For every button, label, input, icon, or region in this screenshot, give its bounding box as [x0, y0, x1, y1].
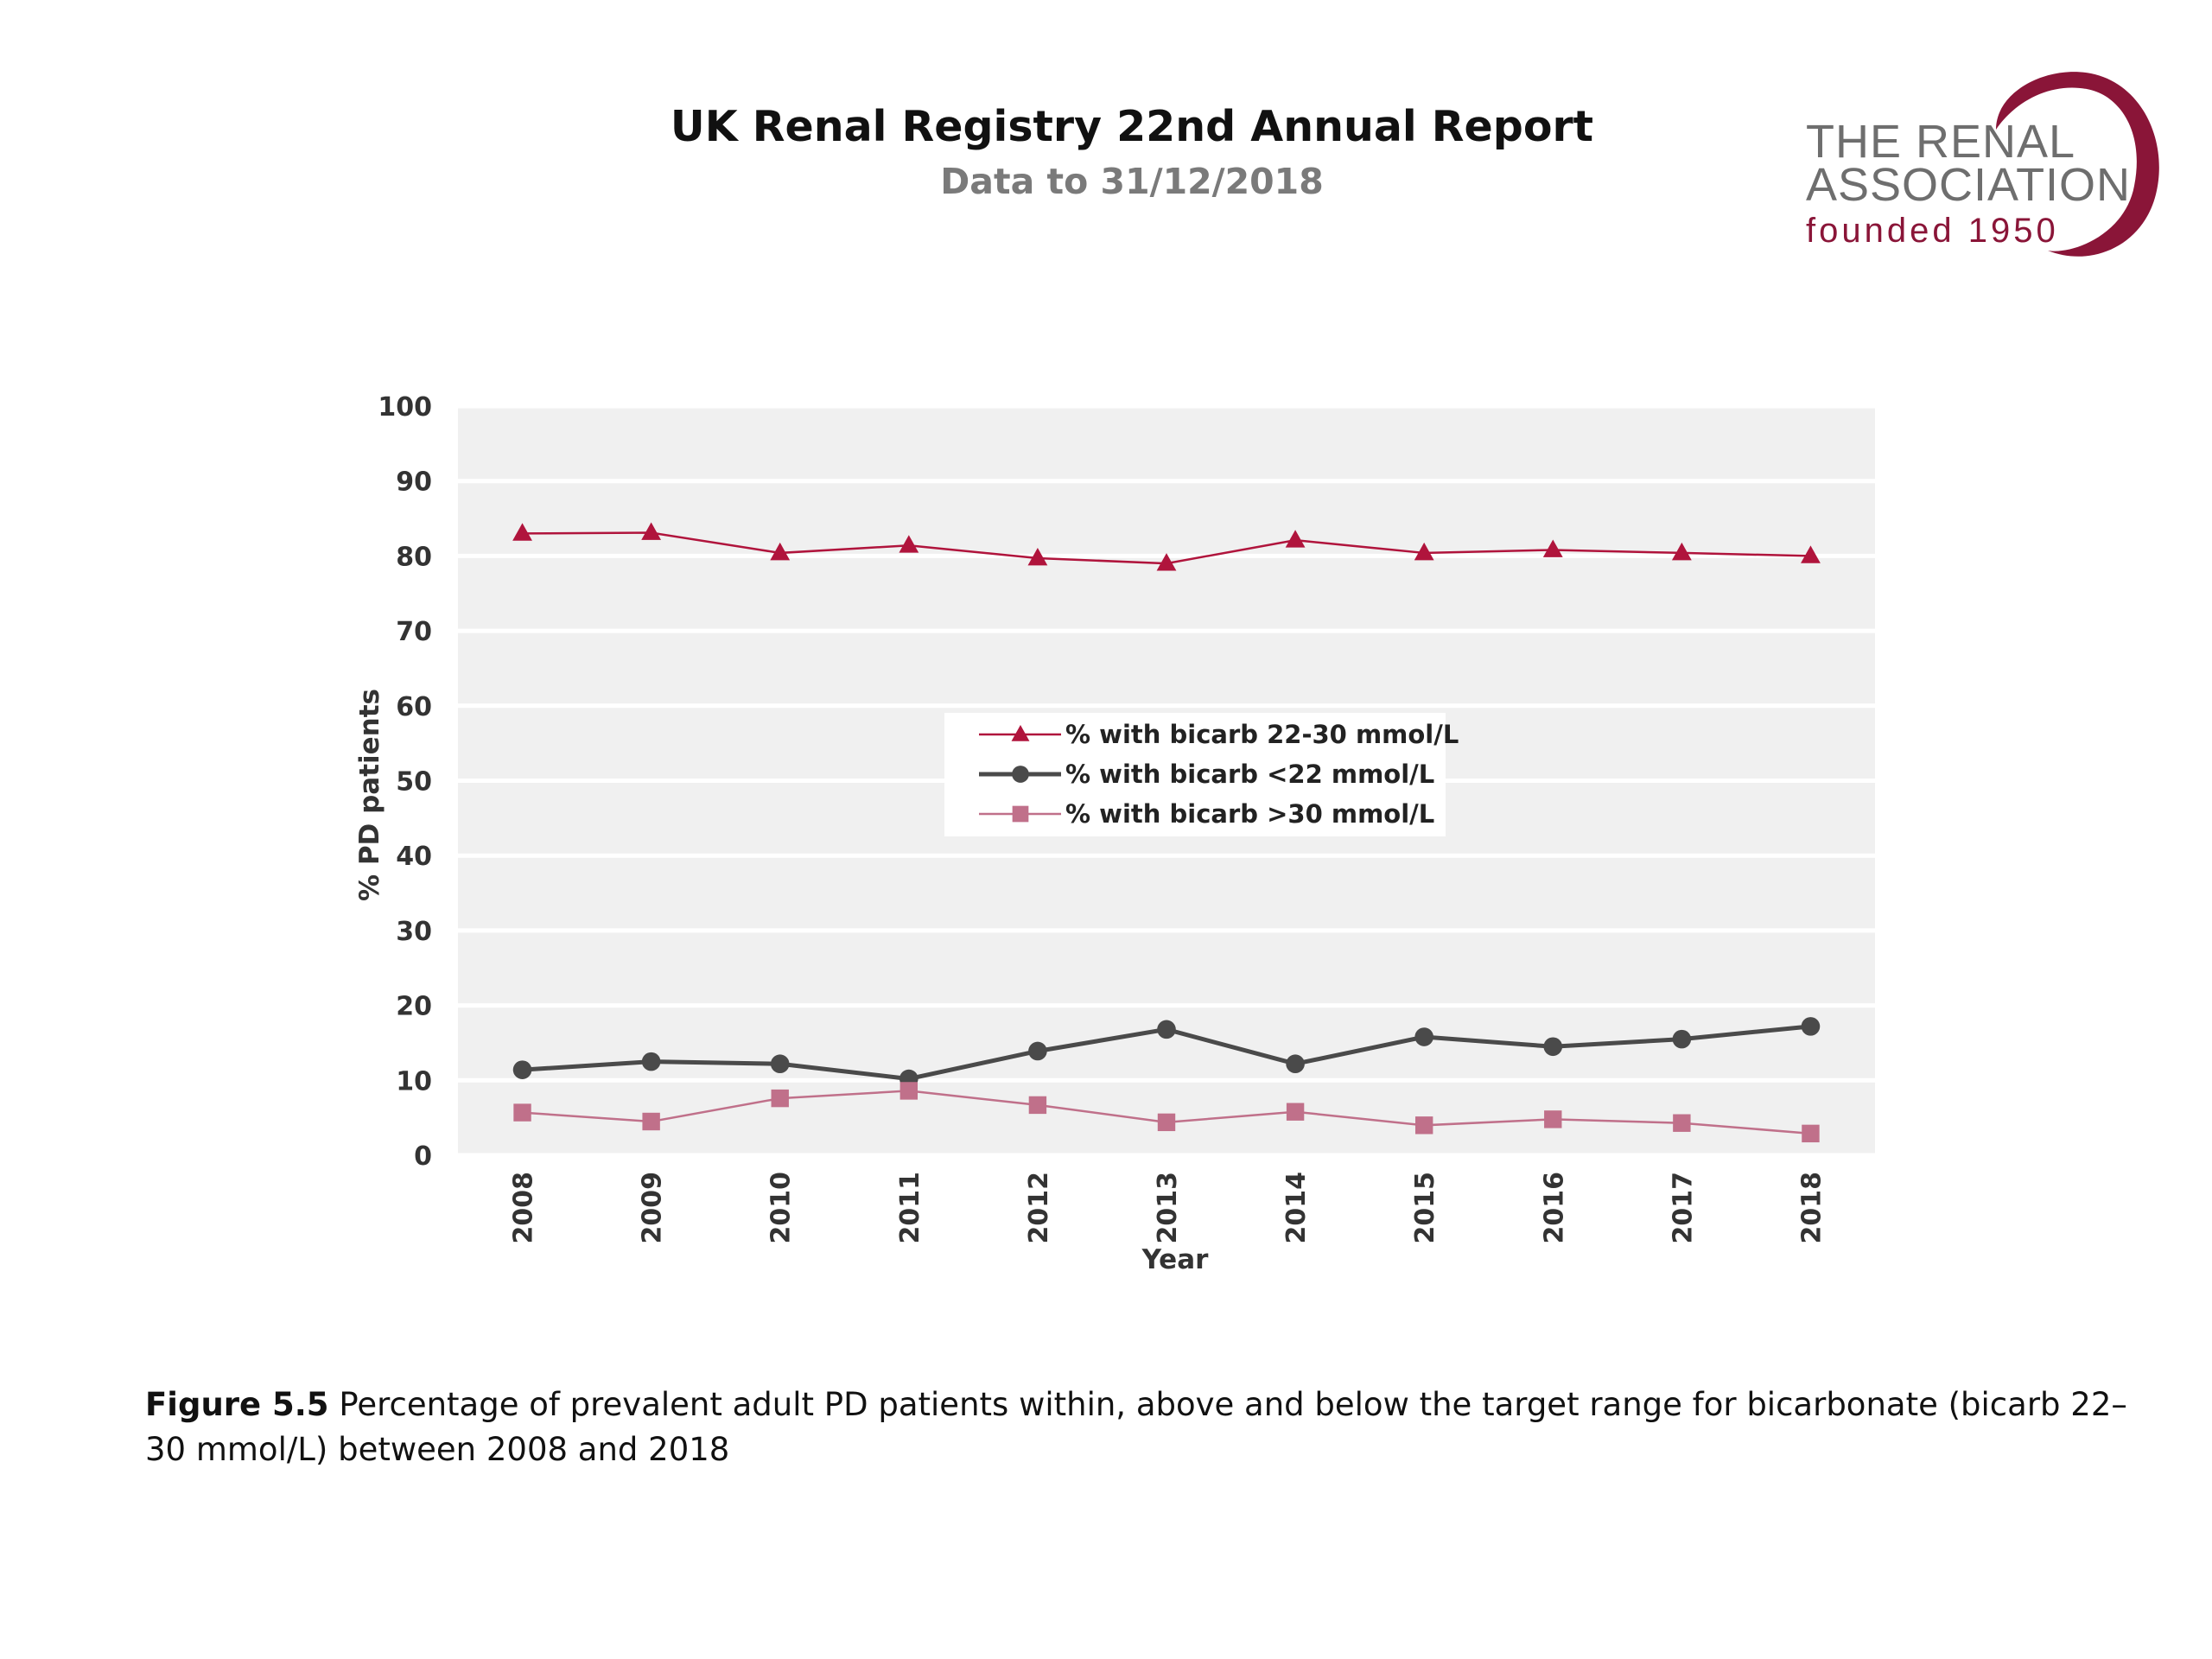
bicarb-line-chart: 0 10 20 30 40 50 60 70 80 90 100 2008 2009 2010 2011 2…	[354, 392, 1875, 1275]
x-tick-label: 2015	[1410, 1172, 1440, 1244]
x-tick-label: 2013	[1153, 1172, 1183, 1244]
y-tick-label: 50	[396, 767, 432, 798]
legend-marker	[1012, 766, 1029, 783]
logo-line-1: THE RENAL	[1806, 116, 2076, 168]
y-tick-label: 70	[396, 617, 432, 647]
x-axis-label: Year	[1141, 1244, 1210, 1275]
data-point	[1802, 1124, 1820, 1143]
y-tick-label: 0	[414, 1141, 432, 1172]
data-point	[1414, 542, 1434, 561]
x-tick-label: 2018	[1796, 1172, 1827, 1244]
data-point	[899, 535, 919, 553]
data-point	[1286, 1054, 1305, 1074]
logo-line-2: ASSOCIATION	[1806, 159, 2132, 211]
figure-label: Figure 5.5	[145, 1386, 329, 1423]
x-tick-label: 2016	[1539, 1172, 1569, 1244]
data-point	[1285, 530, 1306, 548]
figure-caption: Figure 5.5 Percentage of prevalent adult…	[145, 1382, 2133, 1472]
legend-marker	[1011, 725, 1030, 741]
data-point	[1286, 1103, 1305, 1121]
data-point	[1801, 1017, 1821, 1036]
x-tick-label: 2011	[895, 1172, 925, 1244]
data-point	[771, 1089, 789, 1108]
data-point	[899, 1082, 918, 1100]
x-tick-label: 2014	[1281, 1172, 1312, 1244]
data-point	[641, 522, 662, 540]
data-point	[1157, 1020, 1176, 1039]
data-point	[1028, 1096, 1047, 1115]
y-tick-label: 80	[396, 542, 432, 572]
data-point	[1543, 1037, 1563, 1057]
data-point	[1671, 542, 1692, 561]
data-point	[1027, 548, 1048, 566]
y-tick-label: 100	[378, 392, 432, 423]
data-point	[642, 1112, 660, 1131]
legend-label: % with bicarb >30 mmol/L	[1065, 799, 1434, 829]
data-point	[1544, 1110, 1562, 1128]
data-point	[1414, 1027, 1433, 1046]
data-point	[513, 1103, 531, 1122]
report-title: UK Renal Registry 22nd Annual Report	[670, 102, 1594, 151]
report-subtitle: Data to 31/12/2018	[940, 161, 1324, 202]
data-point	[512, 1060, 532, 1079]
data-point	[1801, 545, 1821, 563]
y-tick-label: 40	[396, 842, 432, 872]
data-point	[1672, 1029, 1692, 1049]
data-point	[1156, 553, 1177, 571]
y-tick-label: 90	[396, 467, 432, 498]
data-point	[770, 1054, 790, 1074]
data-point	[770, 542, 791, 561]
logo-line-3: founded 1950	[1806, 212, 2059, 250]
data-point	[1673, 1114, 1691, 1132]
data-point	[1414, 1116, 1433, 1135]
x-tick-label: 2012	[1024, 1172, 1054, 1244]
data-point	[1542, 539, 1563, 557]
data-point	[641, 1052, 661, 1071]
x-tick-label: 2010	[766, 1172, 797, 1244]
y-tick-label: 30	[396, 917, 432, 947]
legend-label: % with bicarb <22 mmol/L	[1065, 760, 1434, 789]
y-tick-label: 10	[396, 1066, 432, 1096]
x-tick-label: 2009	[638, 1172, 668, 1244]
y-tick-label: 60	[396, 692, 432, 722]
data-point	[1028, 1041, 1047, 1061]
x-tick-label: 2017	[1668, 1172, 1698, 1244]
x-tick-label: 2008	[509, 1172, 539, 1244]
legend-label: % with bicarb 22-30 mmol/L	[1065, 720, 1459, 749]
y-tick-label: 20	[396, 992, 432, 1022]
data-point	[512, 523, 532, 541]
data-point	[1157, 1113, 1176, 1132]
renal-association-logo: THE RENAL ASSOCIATION founded 1950	[1789, 48, 2169, 272]
legend-marker	[1012, 805, 1029, 823]
figure-caption-text: Percentage of prevalent adult PD patient…	[145, 1386, 2127, 1468]
y-axis-label: % PD patients	[354, 689, 385, 901]
